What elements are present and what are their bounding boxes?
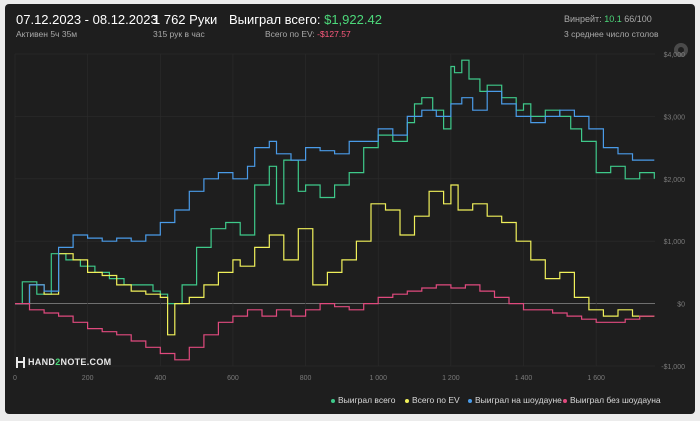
ev-line	[15, 184, 655, 336]
won-total-label: Выиграл всего:	[229, 12, 321, 27]
legend-showdown-label: Выиграл на шоудауне	[475, 395, 562, 405]
x-tick-label: 1 400	[515, 375, 533, 382]
x-tick-label: 1 600	[587, 375, 605, 382]
ev-value: -$127.57	[317, 29, 351, 39]
legend-ev[interactable]: Всего по EV	[405, 395, 460, 405]
logo-text-left: HAND	[28, 357, 56, 367]
y-tick-label: $1,000	[664, 239, 686, 246]
logo-mark-icon	[16, 357, 25, 369]
legend-dot-icon	[405, 398, 409, 403]
x-tick-label: 800	[300, 375, 312, 382]
legend-ev-label: Всего по EV	[412, 395, 460, 405]
won-total-value: $1,922.42	[324, 12, 382, 27]
won-total-line	[15, 59, 655, 305]
logo-text-right: NOTE.COM	[60, 357, 112, 367]
y-tick-label: $4,000	[664, 52, 686, 59]
winrate-suffix: 66/100	[624, 14, 652, 24]
winnings-chart: -$1,000 $0 $1,000 $2,000 $3,000 $4,000 0 200 400…	[13, 52, 686, 382]
winrate-value: 10.1	[604, 14, 622, 24]
legend-dot-icon	[331, 398, 335, 403]
y-tick-label: $2,000	[664, 177, 686, 184]
hands-per-hour: 315 рук в час	[153, 29, 205, 39]
date-range[interactable]: 07.12.2023 - 08.12.2023	[16, 12, 158, 27]
hand2note-logo: HAND2NOTE.COM	[16, 357, 112, 369]
winrate: Винрейт: 10.1 66/100	[564, 14, 652, 24]
x-tick-label: 200	[82, 375, 94, 382]
legend-non-showdown-label: Выиграл без шоудауна	[570, 395, 661, 405]
legend-non-showdown[interactable]: Выиграл без шоудауна	[563, 395, 661, 405]
legend-showdown[interactable]: Выиграл на шоудауне	[468, 395, 562, 405]
gear-icon[interactable]	[674, 43, 688, 57]
non-showdown-line	[15, 284, 655, 361]
legend-dot-icon	[468, 398, 472, 403]
winrate-label: Винрейт:	[564, 14, 602, 24]
x-tick-label: 1 000	[369, 375, 387, 382]
y-tick-label: $0	[677, 302, 685, 309]
y-tick-label: -$1,000	[661, 364, 685, 371]
won-total: Выиграл всего: $1,922.42	[229, 12, 382, 27]
hands-count: 1 762 Руки	[153, 12, 218, 27]
showdown-line	[15, 90, 655, 305]
legend-won-total-label: Выиграл всего	[338, 395, 396, 405]
legend-won-total[interactable]: Выиграл всего	[331, 395, 395, 405]
logo-text-mid: 2	[55, 357, 61, 367]
ev-label: Всего по EV:	[265, 29, 315, 39]
y-tick-label: $3,000	[664, 114, 686, 121]
avg-tables: 3 среднее число столов	[564, 29, 659, 39]
legend-dot-icon	[563, 398, 567, 403]
x-tick-label: 1 200	[442, 375, 460, 382]
stats-panel: 07.12.2023 - 08.12.2023 Активен 5ч 35м 1…	[5, 4, 695, 414]
x-tick-label: 0	[13, 375, 17, 382]
active-time: Активен 5ч 35м	[16, 29, 78, 39]
x-tick-label: 600	[227, 375, 239, 382]
x-tick-label: 400	[154, 375, 166, 382]
ev-total: Всего по EV: -$127.57	[265, 29, 351, 39]
